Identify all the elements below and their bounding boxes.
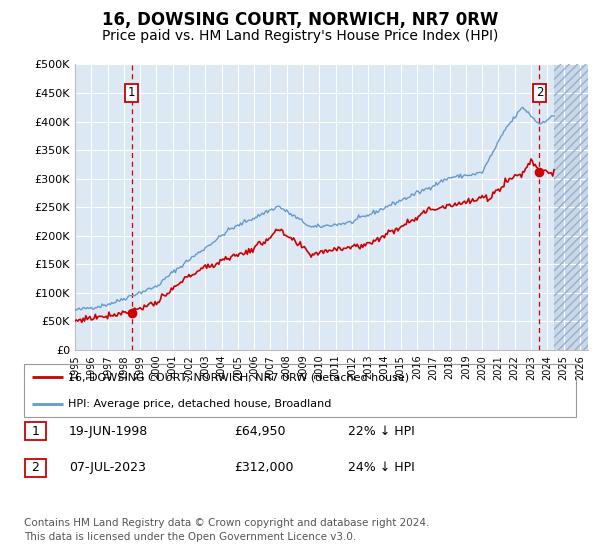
16, DOWSING COURT, NORWICH, NR7 0RW (detached house)	[550, 166, 557, 173]
16, DOWSING COURT, NORWICH, NR7 0RW (detached house)	[539, 167, 547, 174]
Bar	[554, 64, 600, 350]
Text: 07-JUL-2023: 07-JUL-2023	[69, 461, 146, 474]
Line: 16, DOWSING COURT, NORWICH, NR7 0RW (detached house): 16, DOWSING COURT, NORWICH, NR7 0RW (det…	[75, 159, 554, 323]
Bar	[554, 64, 600, 350]
HPI: Average price, detached house, Broadland: (2e+03, 2.06e+05): Average price, detached house, Broadland…	[222, 229, 229, 236]
Text: 24% ↓ HPI: 24% ↓ HPI	[348, 461, 415, 474]
Text: HPI: Average price, detached house, Broadland: HPI: Average price, detached house, Broa…	[68, 399, 332, 409]
HPI: Average price, detached house, Broadland: (2e+03, 1.9e+05): Average price, detached house, Broadland…	[211, 239, 218, 245]
16, DOWSING COURT, NORWICH, NR7 0RW (detached house)	[140, 302, 148, 309]
Text: 16, DOWSING COURT, NORWICH, NR7 0RW (detached house): 16, DOWSING COURT, NORWICH, NR7 0RW (det…	[68, 372, 409, 382]
16, DOWSING COURT, NORWICH, NR7 0RW (detached house)	[134, 306, 141, 312]
Text: £64,950: £64,950	[234, 424, 286, 438]
16, DOWSING COURT, NORWICH, NR7 0RW (detached house)	[222, 253, 229, 260]
Text: 1: 1	[128, 86, 135, 100]
Text: 19-JUN-1998: 19-JUN-1998	[69, 424, 148, 438]
HPI: Average price, detached house, Broadland: (2.02e+03, 4.1e+05): Average price, detached house, Broadland…	[550, 113, 557, 119]
16, DOWSING COURT, NORWICH, NR7 0RW (detached house)	[78, 319, 85, 326]
HPI: Average price, detached house, Broadland: (2e+03, 9.83e+04): Average price, detached house, Broadland…	[134, 291, 141, 297]
HPI: Average price, detached house, Broadland: (2e+03, 1.03e+05): Average price, detached house, Broadland…	[140, 288, 148, 295]
16, DOWSING COURT, NORWICH, NR7 0RW (detached house)	[515, 171, 523, 178]
16, DOWSING COURT, NORWICH, NR7 0RW (detached house)	[71, 318, 79, 324]
Line: HPI: Average price, detached house, Broadland: HPI: Average price, detached house, Broa…	[75, 108, 554, 310]
HPI: Average price, detached house, Broadland: (2e+03, 6.99e+04): Average price, detached house, Broadland…	[73, 307, 80, 314]
Text: 2: 2	[31, 461, 40, 474]
HPI: Average price, detached house, Broadland: (2e+03, 7.09e+04): Average price, detached house, Broadland…	[71, 306, 79, 313]
Text: 16, DOWSING COURT, NORWICH, NR7 0RW: 16, DOWSING COURT, NORWICH, NR7 0RW	[102, 11, 498, 29]
16, DOWSING COURT, NORWICH, NR7 0RW (detached house)	[527, 156, 535, 162]
Text: 2: 2	[536, 86, 543, 100]
Text: Contains HM Land Registry data © Crown copyright and database right 2024.
This d: Contains HM Land Registry data © Crown c…	[24, 518, 430, 542]
Text: £312,000: £312,000	[234, 461, 293, 474]
Text: 22% ↓ HPI: 22% ↓ HPI	[348, 424, 415, 438]
HPI: Average price, detached house, Broadland: (2.02e+03, 4e+05): Average price, detached house, Broadland…	[539, 118, 547, 125]
HPI: Average price, detached house, Broadland: (2.02e+03, 4.18e+05): Average price, detached house, Broadland…	[515, 108, 523, 115]
Text: 1: 1	[31, 424, 40, 438]
16, DOWSING COURT, NORWICH, NR7 0RW (detached house)	[211, 263, 218, 270]
HPI: Average price, detached house, Broadland: (2.02e+03, 4.25e+05): Average price, detached house, Broadland…	[519, 104, 526, 111]
Text: Price paid vs. HM Land Registry's House Price Index (HPI): Price paid vs. HM Land Registry's House …	[102, 29, 498, 44]
